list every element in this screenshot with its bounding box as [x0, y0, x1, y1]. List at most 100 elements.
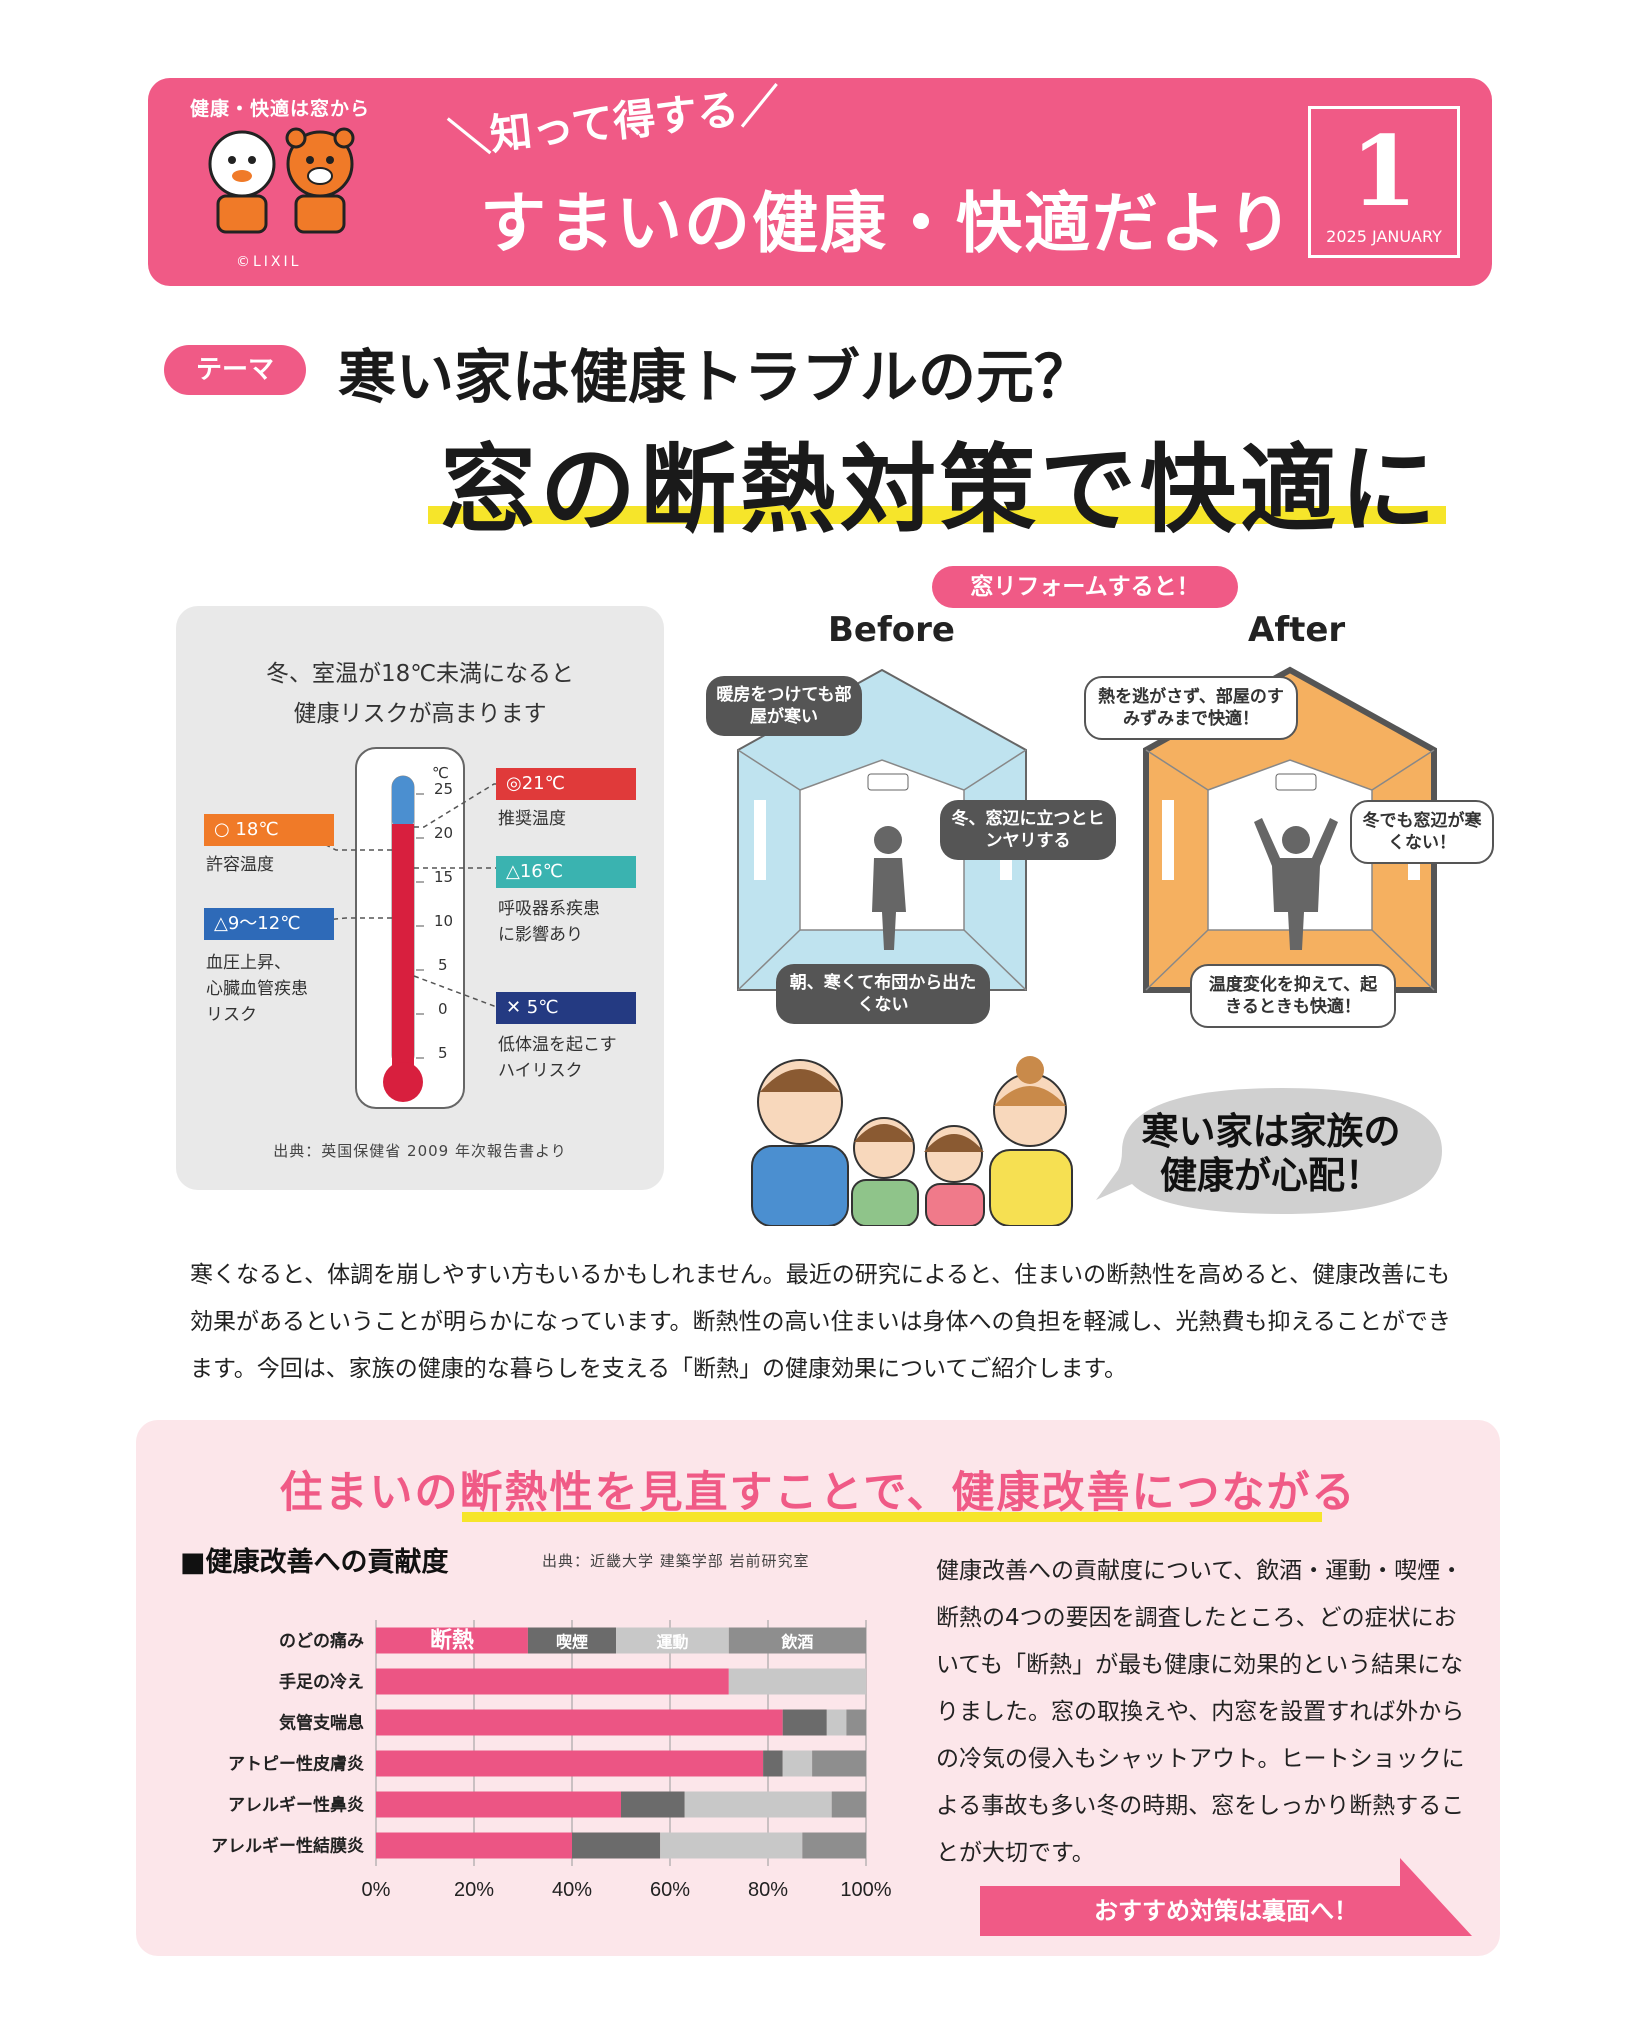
tick-label: 5: [438, 1044, 448, 1062]
intro-paragraph: 寒くなると、体調を崩しやすい方もいるかもしれません。最近の研究によると、住まいの…: [190, 1262, 1451, 1382]
x-tick-label: 0%: [362, 1879, 391, 1901]
theme-heading-line1: 寒い家は健康トラブルの元？: [338, 343, 1093, 411]
category-label: 気管支喘息: [278, 1713, 364, 1734]
desc-16c-2: に影響あり: [498, 925, 583, 945]
bar-segment: [660, 1832, 803, 1859]
after-bubble-1: 熱を逃がさず、部屋のすみずみまで快適！: [1084, 676, 1298, 740]
bar-segment: [831, 1791, 866, 1818]
bar-segment: [376, 1627, 528, 1654]
mascot-illustration: [208, 127, 355, 234]
health-panel: 住まいの断熱性を見直すことで、健康改善につながる ■健康改善への貢献度 出典：近…: [136, 1420, 1500, 1956]
after-bubble-2: 冬でも窓辺が寒くない！: [1350, 800, 1494, 864]
bar-segment: [846, 1709, 866, 1736]
x-tick-label: 20%: [454, 1879, 494, 1901]
tick-label: 0: [438, 1000, 448, 1018]
tick-label: 15: [434, 868, 454, 886]
before-label: Before: [828, 610, 955, 650]
issue-box: 1 2025 JANUARY: [1308, 106, 1460, 258]
thermometer-unit: ℃: [432, 764, 449, 782]
before-bubble-3: 朝、寒くて布団から出たくない: [776, 964, 990, 1024]
after-label: After: [1248, 610, 1346, 650]
bar-segment: [376, 1668, 729, 1695]
bar-segment: [728, 1627, 866, 1654]
bar-segment: [376, 1750, 764, 1777]
family-bubble-line1: 寒い家は家族の: [1141, 1110, 1401, 1153]
bar-segment: [728, 1668, 866, 1695]
tick-label: 25: [434, 780, 454, 798]
desc-16c-1: 呼吸器系疾患: [498, 899, 600, 919]
family-speech-bubble: [1096, 1088, 1442, 1214]
before-bubble-2: 冬、窓辺に立つとヒンヤリする: [940, 800, 1116, 860]
chart-heading: ■健康改善への貢献度: [180, 1547, 449, 1578]
category-label: アレルギー性結膜炎: [211, 1836, 364, 1857]
label-21c: ◎21℃: [496, 768, 636, 800]
before-bubble-1: 暖房をつけても部屋が寒い: [706, 676, 862, 736]
x-tick-label: 60%: [650, 1879, 690, 1901]
issue-date: 2025 JANUARY: [1326, 227, 1442, 246]
desc-5c-1: 低体温を起こす: [498, 1035, 617, 1055]
family-illustration: [751, 1056, 1073, 1226]
bar-segment: [376, 1832, 572, 1859]
bar-segment: [376, 1791, 621, 1818]
x-tick-label: 40%: [552, 1879, 592, 1901]
recommend-arrow[interactable]: おすすめ対策は裏面へ！: [980, 1858, 1472, 1936]
bar-segment: [782, 1750, 813, 1777]
reform-badge: 窓リフォームすると！: [932, 566, 1238, 608]
desc-5c-2: ハイリスク: [498, 1061, 583, 1081]
bar-segment: [572, 1832, 661, 1859]
header-banner: 健康・快適は窓から ©LIXIL ＼知って得する／ すまいの健康・快適だより 1…: [148, 78, 1492, 286]
thermometer-caption-line1: 冬、室温が18℃未満になると: [265, 661, 575, 687]
thermometer-card: 冬、室温が18℃未満になると 健康リスクが高まります ℃ 25 20 15 10…: [176, 606, 664, 1190]
recommend-label: おすすめ対策は裏面へ！: [1094, 1897, 1358, 1925]
bar-segment: [826, 1709, 847, 1736]
category-label: アトピー性皮膚炎: [228, 1754, 364, 1775]
tick-label: 10: [434, 912, 454, 930]
header-subtitle-text: 知って得する: [487, 84, 742, 160]
desc-21c: 推奨温度: [498, 809, 566, 829]
label-5c: ✕ 5℃: [496, 992, 636, 1024]
arrow-shape: [980, 1858, 1472, 1936]
x-tick-label: 80%: [748, 1879, 788, 1901]
thermometer-source: 出典：英国保健省 2009 年次報告書より: [273, 1142, 567, 1160]
desc-9-12c-2: 心臓血管疾患: [206, 979, 308, 999]
bar-segment: [802, 1832, 866, 1859]
thermometer-graphic: [303, 747, 502, 1109]
chart-source: 出典：近畿大学 建築学部 岩前研究室: [542, 1552, 810, 1570]
panel-text: 健康改善への貢献度について、飲酒・運動・喫煙・断熱の4つの要因を調査したところ、…: [936, 1558, 1465, 1866]
bar-segment: [763, 1750, 783, 1777]
x-tick-label: 100%: [840, 1879, 891, 1901]
thermometer-caption-line2: 健康リスクが高まります: [293, 701, 547, 727]
before-after-illustration: [737, 666, 1437, 993]
bar-segment: [376, 1709, 783, 1736]
issue-number: 1: [1350, 115, 1418, 228]
bar-segment: [684, 1791, 832, 1818]
family-bubble-line2: 健康が心配！: [1160, 1154, 1382, 1197]
label-9-12c: △9〜12℃: [204, 908, 334, 940]
contribution-chart: 0% 20% 40% 60% 80% 100% のどの痛み 断熱 喫煙 運動 飲酒手足の冷え気管支喘…: [211, 1620, 892, 1901]
bar-segment: [782, 1709, 827, 1736]
label-18c: ○ 18℃: [204, 814, 334, 846]
desc-9-12c-1: 血圧上昇、: [206, 953, 291, 973]
label-16c: △16℃: [496, 856, 636, 888]
brand-tag: 健康・快適は窓から: [190, 98, 371, 120]
family-bubble-text: 寒い家は家族の 健康が心配！: [1092, 1084, 1450, 1218]
panel-title: 住まいの断熱性を見直すことで、健康改善につながる: [279, 1468, 1357, 1518]
series-label: 断熱: [430, 1628, 474, 1654]
series-label: 運動: [656, 1633, 688, 1652]
theme-heading-line2: 窓の断熱対策で快適に: [440, 434, 1440, 546]
tick-label: 20: [434, 824, 454, 842]
bar-segment: [812, 1750, 866, 1777]
series-label: 飲酒: [780, 1633, 813, 1652]
series-label: 喫煙: [556, 1633, 588, 1652]
header-title: すまいの健康・快適だより: [480, 185, 1295, 262]
category-label: アレルギー性鼻炎: [228, 1795, 364, 1816]
bar-segment: [527, 1627, 617, 1654]
after-bubble-3: 温度変化を抑えて、起きるときも快適！: [1190, 964, 1396, 1028]
bar-segment: [616, 1627, 729, 1654]
header-subtitle: ＼知って得する／: [445, 80, 783, 164]
panel-title-underline: [462, 1512, 1322, 1522]
theme-underline: [428, 506, 1446, 524]
theme-badge: テーマ: [164, 345, 306, 395]
category-label: のどの痛み: [279, 1631, 364, 1652]
category-label: 手足の冷え: [279, 1672, 364, 1693]
